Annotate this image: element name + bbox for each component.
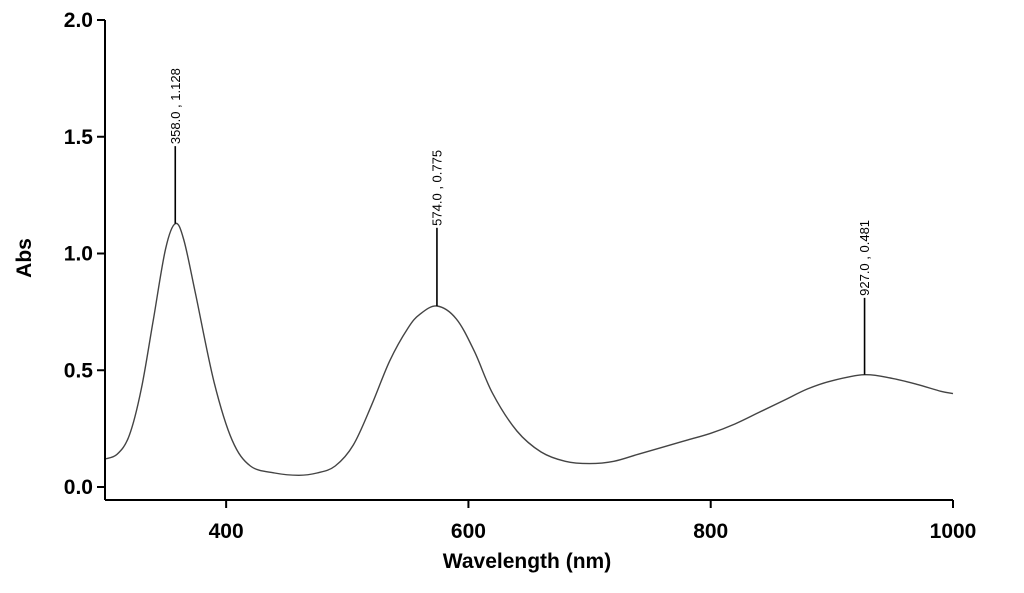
peak-label: 927.0 , 0.481: [857, 220, 872, 296]
peak-label: 574.0 , 0.775: [429, 150, 444, 226]
peak-annotations: 358.0 , 1.128 574.0 , 0.775 927.0 , 0.481: [168, 68, 872, 375]
plot-layer: [104, 222, 954, 477]
y-tick-label: 1.5: [64, 126, 94, 149]
x-axis-title: Wavelength (nm): [443, 550, 611, 573]
y-axis: 0.0 0.5 1.0 1.5 2.0: [64, 9, 106, 500]
y-tick-label: 2.0: [64, 9, 93, 32]
x-tick-label: 1000: [930, 520, 977, 543]
peak-label: 358.0 , 1.128: [168, 68, 183, 144]
x-tick-label: 400: [209, 520, 244, 543]
spectrum-line: [104, 222, 954, 477]
y-axis-title: Abs: [13, 238, 36, 278]
y-tick-label: 0.0: [64, 476, 93, 499]
x-axis: 400 600 800 1000: [105, 499, 977, 543]
x-tick-label: 800: [693, 520, 728, 543]
y-tick-label: 0.5: [64, 359, 94, 382]
x-tick-label: 600: [451, 520, 486, 543]
y-tick-label: 1.0: [64, 243, 93, 266]
